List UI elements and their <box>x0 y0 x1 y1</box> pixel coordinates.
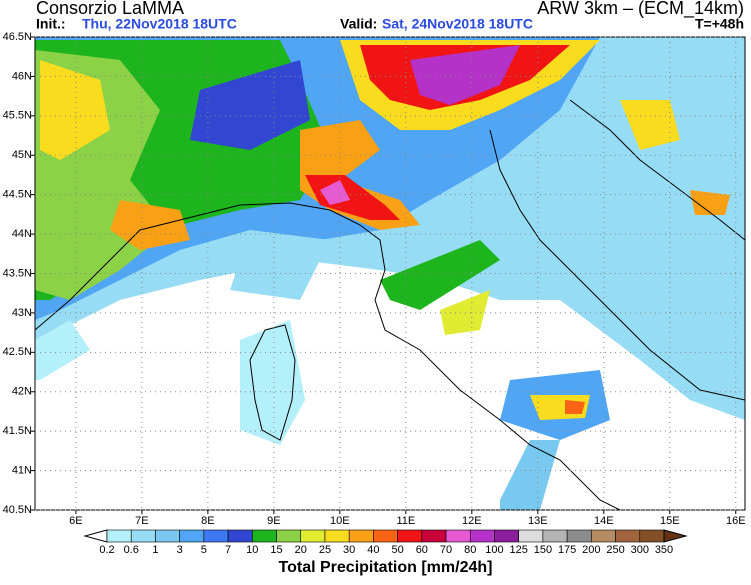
x-tick-label: 8E <box>201 515 214 527</box>
lead-time: T=+48h <box>695 16 744 32</box>
y-tick-label: 45N <box>12 149 32 161</box>
colorbar-box <box>227 529 253 543</box>
valid-label: Valid: <box>340 16 377 32</box>
x-tick-label: 15E <box>660 515 680 527</box>
colorbar-label: 150 <box>534 544 552 556</box>
y-tick-label: 43.5N <box>3 267 32 279</box>
colorbar-label: 300 <box>631 544 649 556</box>
colorbar-box <box>324 529 350 543</box>
colorbar-title: Total Precipitation [mm/24h] <box>279 559 493 576</box>
colorbar-box <box>130 529 156 543</box>
colorbar-label: 3 <box>177 544 183 556</box>
colorbar-box <box>518 529 544 543</box>
colorbar-label: 100 <box>485 544 503 556</box>
colorbar-label: 25 <box>319 544 331 556</box>
colorbar-label: 50 <box>391 544 403 556</box>
y-tick-label: 44.5N <box>3 189 32 201</box>
x-tick-label: 12E <box>462 515 482 527</box>
y-tick-label: 45.5N <box>3 110 32 122</box>
colorbar-label: 70 <box>440 544 452 556</box>
x-tick-label: 9E <box>267 515 280 527</box>
colorbar-box <box>445 529 471 543</box>
colorbar-box <box>252 529 277 543</box>
colorbar-box <box>106 529 132 543</box>
colorbar-label: 125 <box>510 544 528 556</box>
colorbar-box <box>373 529 398 543</box>
colorbar-box <box>494 529 519 543</box>
colorbar-box <box>542 529 568 543</box>
y-tick-label: 40.5N <box>3 504 32 516</box>
x-tick-label: 7E <box>135 515 148 527</box>
colorbar-box <box>300 529 326 543</box>
colorbar-label: 80 <box>464 544 476 556</box>
colorbar-box <box>469 529 495 543</box>
init-label: Init.: <box>36 16 66 32</box>
colorbar-label: 175 <box>558 544 576 556</box>
x-tick-label: 6E <box>69 515 82 527</box>
y-tick-label: 46N <box>12 70 32 82</box>
colorbar-label: 10 <box>246 544 258 556</box>
x-tick-label: 13E <box>528 515 548 527</box>
coastlines <box>35 99 745 510</box>
x-tick-label: 11E <box>396 515 415 527</box>
model: ARW 3km – (ECM_14km) <box>537 0 744 19</box>
colorbar-label: 15 <box>270 544 282 556</box>
colorbar-label: 0.6 <box>124 544 139 556</box>
colorbar-label: 0.2 <box>99 544 114 556</box>
y-tick-label: 44N <box>12 228 32 240</box>
colorbar-label: 60 <box>416 544 428 556</box>
y-tick-label: 46.5N <box>3 31 32 43</box>
x-tick-label: 16E <box>726 515 746 527</box>
colorbar-box <box>203 529 229 543</box>
colorbar-end <box>663 529 688 543</box>
colorbar-box <box>639 529 665 543</box>
colorbar-label: 30 <box>343 544 355 556</box>
colorbar-box <box>421 529 447 543</box>
colorbar-end <box>83 529 108 543</box>
colorbar-box <box>566 529 592 543</box>
colorbar-box <box>591 529 616 543</box>
colorbar-box <box>276 529 302 543</box>
colorbar-box <box>179 529 205 543</box>
x-tick-label: 10E <box>330 515 350 527</box>
colorbar-label: 5 <box>201 544 207 556</box>
y-tick-label: 42N <box>12 386 32 398</box>
y-tick-label: 43N <box>12 307 32 319</box>
y-tick-label: 42.5N <box>3 346 32 358</box>
colorbar-label: 40 <box>367 544 379 556</box>
y-tick-label: 41N <box>12 464 32 476</box>
init-time: Thu, 22Nov2018 18UTC <box>82 16 237 32</box>
y-tick-label: 41.5N <box>3 425 32 437</box>
colorbar-label: 20 <box>295 544 307 556</box>
colorbar-box <box>615 529 641 543</box>
colorbar-label: 7 <box>225 544 231 556</box>
colorbar-box <box>348 529 374 543</box>
title: Consorzio LaMMA <box>36 0 184 18</box>
colorbar-label: 350 <box>655 544 673 556</box>
colorbar-label: 1 <box>152 544 158 556</box>
colorbar-label: 250 <box>606 544 624 556</box>
colorbar-label: 200 <box>582 544 600 556</box>
colorbar-box <box>155 529 180 543</box>
x-tick-label: 14E <box>594 515 614 527</box>
valid-time: Sat, 24Nov2018 18UTC <box>382 16 533 32</box>
colorbar-box <box>397 529 423 543</box>
